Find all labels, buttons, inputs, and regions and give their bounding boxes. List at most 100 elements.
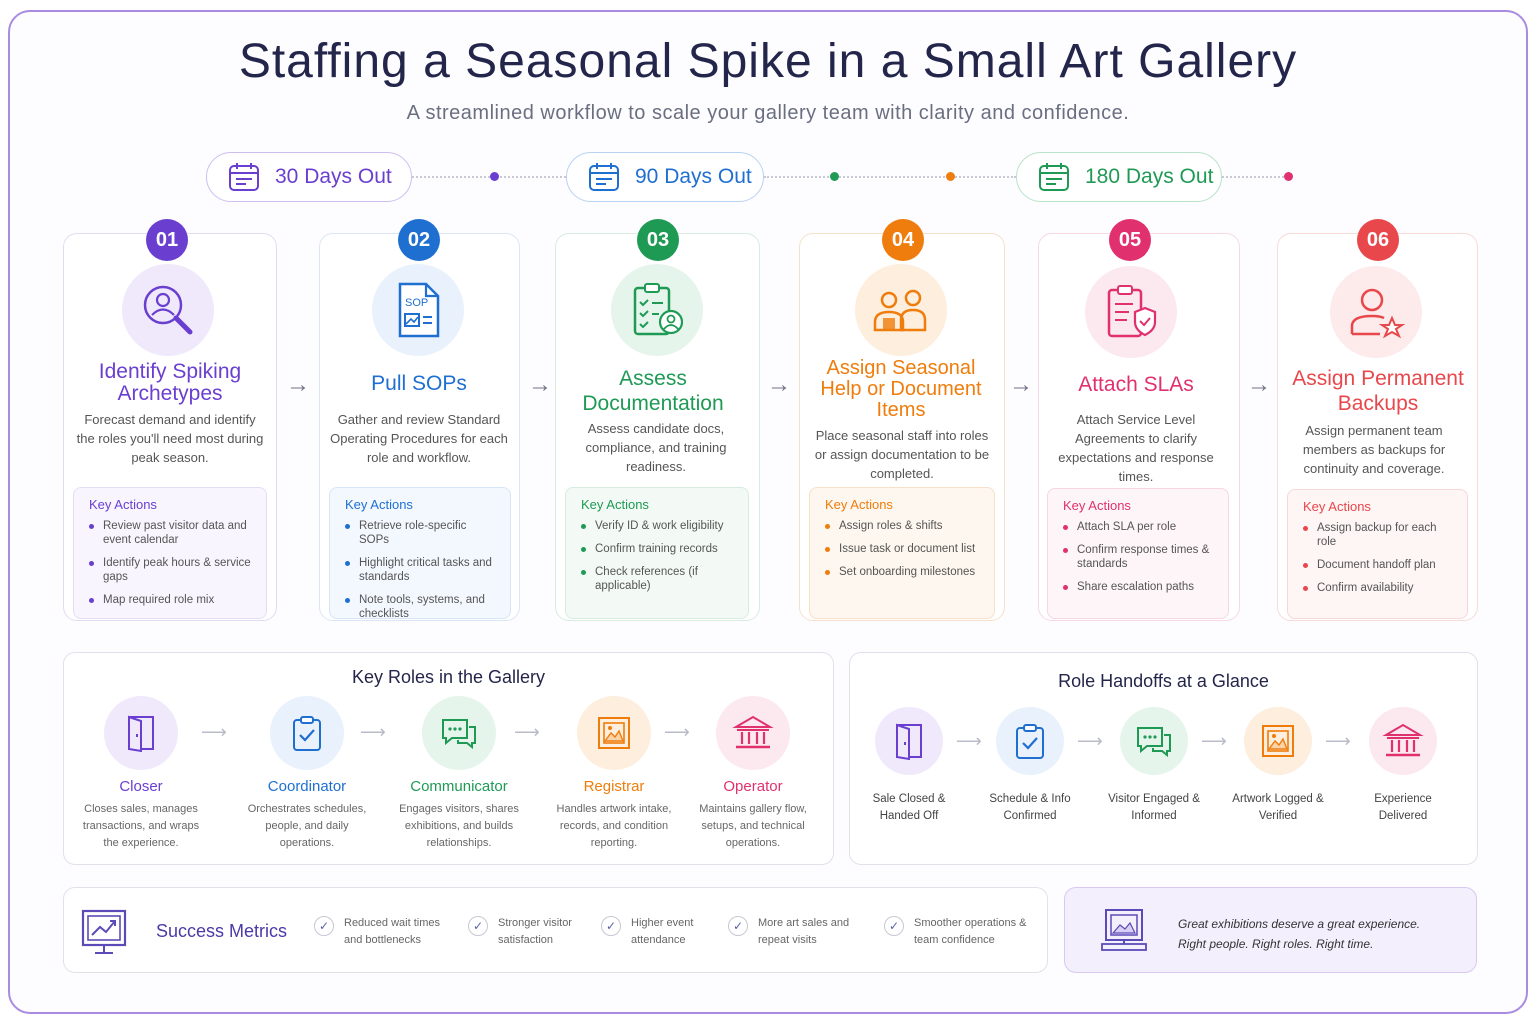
key-actions-title: Key Actions <box>581 497 649 512</box>
bullet <box>345 524 350 529</box>
framed-art-icon <box>1262 725 1294 757</box>
role-description: Orchestrates schedules, people, and dail… <box>247 803 367 849</box>
action-item: Review past visitor data and event calen… <box>89 519 252 547</box>
metric-item: ✓ Higher event attendance <box>601 915 723 949</box>
step-description: Attach Service Level Agreements to clari… <box>1058 412 1214 484</box>
arrow-right-icon: ⟶ <box>360 722 386 742</box>
bullet <box>581 524 586 529</box>
step-number: 06 <box>1357 219 1399 261</box>
step-icon-circle <box>1330 266 1422 358</box>
handoff-artwork-logged: Artwork Logged & Verified <box>1228 707 1328 825</box>
calendar-icon <box>589 163 619 191</box>
bullet <box>1303 586 1308 591</box>
clipboard-check-icon <box>293 716 321 751</box>
page-title: Staffing a Seasonal Spike in a Small Art… <box>238 35 1298 88</box>
action-text: Set onboarding milestones <box>839 566 976 578</box>
action-item: Attach SLA per role <box>1063 520 1214 534</box>
metric-text: More art sales and repeat visits <box>758 917 850 946</box>
role-name: Registrar <box>583 778 645 795</box>
clipboard-shield-icon <box>1107 285 1157 338</box>
step-number: 04 <box>882 219 924 261</box>
handoff-experience-delivered: Experience Delivered <box>1353 707 1453 825</box>
step-number: 03 <box>637 219 679 261</box>
key-actions-title: Key Actions <box>89 497 157 512</box>
handoff-visitor-engaged: Visitor Engaged & Informed <box>1104 707 1204 825</box>
bullet <box>89 524 94 529</box>
handoff-label: Schedule & Info Confirmed <box>989 793 1071 822</box>
role-icon-circle <box>104 696 178 770</box>
handoff-icon-circle <box>875 707 943 775</box>
bullet <box>581 570 586 575</box>
handoff-label: Sale Closed & Handed Off <box>872 793 946 822</box>
key-actions-title: Key Actions <box>1303 499 1371 514</box>
bullet <box>89 598 94 603</box>
museum-icon <box>1382 723 1424 757</box>
action-item: Verify ID & work eligibility <box>581 519 734 533</box>
key-actions-title: Key Actions <box>825 497 893 512</box>
arrow-right-icon: → <box>1009 371 1033 398</box>
role-icon-circle <box>422 696 496 770</box>
arrow-right-icon: ⟶ <box>956 731 982 751</box>
chat-bubbles-icon <box>1137 727 1171 758</box>
check-icon: ✓ <box>314 916 334 936</box>
action-text: Verify ID & work eligibility <box>595 520 724 532</box>
action-text: Confirm availability <box>1317 582 1414 594</box>
role-description: Handles artwork intake, records, and con… <box>556 803 672 849</box>
arrow-right-icon: ⟶ <box>1325 731 1351 751</box>
step-title: Assign Seasonal Help or Document Items <box>820 357 982 421</box>
metric-item: ✓ Stronger visitor satisfaction <box>468 915 594 949</box>
search-person-icon <box>143 285 193 335</box>
sop-document-icon: SOP <box>398 282 440 338</box>
calendar-icon <box>1039 163 1069 191</box>
metric-item: ✓ More art sales and repeat visits <box>728 915 868 949</box>
handoff-label: Visitor Engaged & Informed <box>1108 793 1200 822</box>
framed-art-icon <box>598 717 630 749</box>
action-text: Identify peak hours & service gaps <box>103 557 251 583</box>
step-icon-circle <box>1085 266 1177 358</box>
arrow-right-icon: ⟶ <box>1201 731 1227 751</box>
step-description: Assess candidate docs, compliance, and t… <box>585 421 727 474</box>
bullet <box>825 547 830 552</box>
action-item: Identify peak hours & service gaps <box>89 556 252 584</box>
action-text: Map required role mix <box>103 594 215 606</box>
handoff-icon-circle <box>1120 707 1188 775</box>
step-icon-circle: SOP <box>372 264 464 356</box>
metric-text: Reduced wait times and bottlenecks <box>344 917 440 946</box>
key-actions-box: Key Actions Assign backup for each role … <box>1287 489 1468 619</box>
action-item: Assign backup for each role <box>1303 521 1453 549</box>
check-icon: ✓ <box>601 916 621 936</box>
action-text: Assign backup for each role <box>1317 522 1437 548</box>
role-name: Communicator <box>410 778 508 795</box>
step-description: Gather and review Standard Operating Pro… <box>330 412 508 465</box>
action-text: Assign roles & shifts <box>839 520 943 532</box>
chat-bubbles-icon <box>442 719 476 750</box>
action-item: Issue task or document list <box>825 542 980 556</box>
action-item: Confirm response times & standards <box>1063 543 1214 571</box>
arrow-right-icon: → <box>286 371 310 398</box>
key-actions-title: Key Actions <box>345 497 413 512</box>
step-title: Identify Spiking Archetypes <box>98 360 242 405</box>
key-actions-box: Key Actions Retrieve role-specific SOPs … <box>329 487 511 620</box>
step-number: 01 <box>146 219 188 261</box>
arrow-right-icon: ⟶ <box>664 722 690 742</box>
role-name: Operator <box>723 778 783 795</box>
door-icon <box>896 723 922 761</box>
museum-icon <box>732 715 774 749</box>
check-icon: ✓ <box>728 916 748 936</box>
phase-180-days: 180 Days Out <box>1016 152 1222 202</box>
easel-artwork-icon <box>1101 909 1147 951</box>
arrow-right-icon: → <box>1247 371 1271 398</box>
role-description: Closes sales, manages transactions, and … <box>82 803 200 849</box>
timeline-dot <box>1284 172 1293 181</box>
action-item: Highlight critical tasks and standards <box>345 556 496 584</box>
handoff-icon-circle <box>996 707 1064 775</box>
timeline-connector <box>412 176 566 178</box>
handoff-icon-circle <box>1244 707 1312 775</box>
quote-text: Great exhibitions deserve a great experi… <box>1178 914 1420 954</box>
step-description: Forecast demand and identify the roles y… <box>76 412 264 465</box>
door-icon <box>128 715 154 753</box>
role-coordinator: Coordinator Orchestrates schedules, peop… <box>242 696 372 852</box>
person-star-icon <box>1350 288 1406 339</box>
phase-label: 30 Days Out <box>275 165 392 188</box>
metric-item: ✓ Reduced wait times and bottlenecks <box>314 915 454 949</box>
